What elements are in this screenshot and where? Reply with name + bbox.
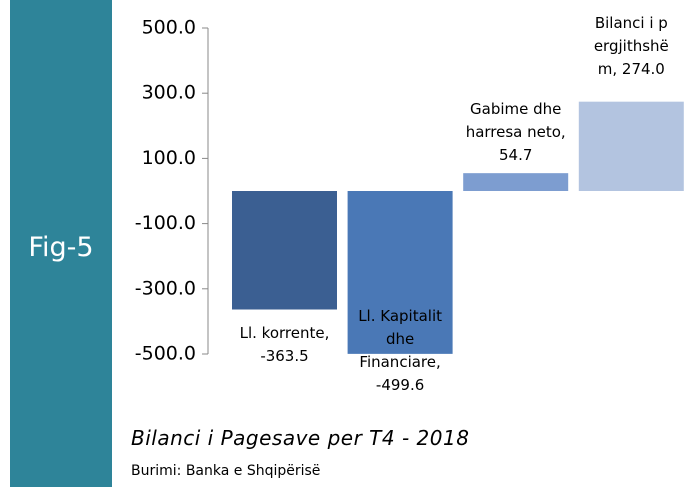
category-label: Gabime dhe harresa neto, bbox=[465, 100, 566, 141]
value-label: 54.7 bbox=[498, 146, 533, 164]
bar bbox=[347, 191, 453, 354]
source: Burimi: Banka e Shqipërisë bbox=[131, 463, 321, 479]
chart-title: Bilanci i Pagesave per T4 - 2018 bbox=[131, 426, 470, 450]
fig-label: Fig-5 bbox=[28, 232, 94, 263]
category-label: Ll. Kapitalit dhe Financiare, bbox=[358, 307, 442, 371]
y-tick-label: 300.0 bbox=[142, 82, 196, 104]
category-label: Ll. korrente, bbox=[239, 324, 330, 342]
bar bbox=[232, 191, 337, 310]
value-label: -363.5 bbox=[260, 347, 309, 365]
data-label: Bilanci i pergjithshëm, 274.0 bbox=[590, 12, 672, 81]
y-tick-label: 500.0 bbox=[142, 17, 196, 39]
value-label: 274.0 bbox=[621, 60, 665, 78]
data-label: Gabime dhe harresa neto, 54.7 bbox=[466, 98, 566, 167]
bar bbox=[578, 101, 684, 191]
value-label: -499.6 bbox=[375, 376, 425, 394]
side-panel: Fig-5 bbox=[10, 0, 112, 487]
bar bbox=[463, 173, 569, 191]
y-tick-label: 100.0 bbox=[142, 147, 196, 169]
category-label: Bilanci i pergjithshëm, bbox=[593, 14, 669, 78]
y-tick-label: -300.0 bbox=[135, 277, 196, 299]
data-label: Ll. Kapitalit dhe Financiare, -499.6 bbox=[345, 305, 455, 397]
data-label: Ll. korrente, -363.5 bbox=[230, 322, 340, 368]
y-tick-label: -500.0 bbox=[135, 343, 196, 365]
y-tick-label: -100.0 bbox=[135, 212, 196, 234]
